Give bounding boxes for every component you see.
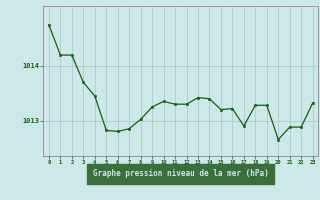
X-axis label: Graphe pression niveau de la mer (hPa): Graphe pression niveau de la mer (hPa) — [93, 169, 269, 178]
